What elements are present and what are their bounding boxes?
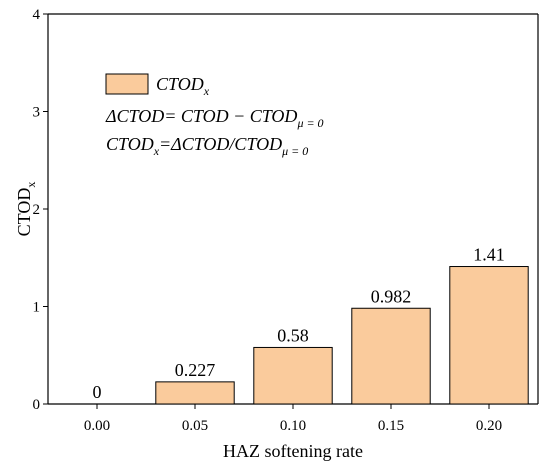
data-label-1: 0.227 [175,360,216,380]
bar-1 [155,381,235,405]
y-axis-title: CTODx [14,182,38,237]
data-labels-group: 0 0.227 0.58 0.982 1.41 [93,245,505,402]
bar-3 [351,307,431,405]
legend-swatch [105,73,149,95]
bar-4 [449,266,529,405]
legend-label-subscript: x [203,84,210,98]
x-tick-label-0: 0.00 [84,418,110,434]
y-tick-label-1: 1 [33,300,41,316]
data-label-3: 0.982 [371,286,412,306]
annotation-ctod-x-mu-subscript: μ = 0 [281,144,308,158]
annotation-delta-ctod-subscript: μ = 0 [296,116,323,130]
x-tick-label-3: 0.15 [378,418,404,434]
annotation-ctod-x-expression: =ΔCTOD/CTOD [159,134,282,154]
bar-2 [253,346,333,405]
x-tick-label-1: 0.05 [182,418,208,434]
data-label-2: 0.58 [277,325,309,345]
y-tick-label-2: 2 [33,202,41,218]
x-ticks-group: 0.00 0.05 0.10 0.15 0.20 [84,404,502,434]
x-axis-title: HAZ softening rate [223,441,363,461]
x-tick-label-2: 0.10 [280,418,306,434]
annotation-ctod-x: CTODx=ΔCTOD/CTODμ = 0 [106,134,308,158]
data-label-0: 0 [93,382,102,402]
y-tick-label-3: 3 [33,105,41,121]
bars-group [155,266,529,405]
y-tick-label-4: 4 [33,7,41,23]
y-ticks-group: 0 1 2 3 4 [33,7,48,413]
annotation-ctod-x-subscript: x [153,144,160,158]
y-axis-title-subscript: x [24,182,38,188]
data-label-4: 1.41 [473,245,505,265]
y-tick-label-0: 0 [33,397,41,413]
legend-label: CTODx [156,74,210,98]
x-tick-label-4: 0.20 [476,418,502,434]
annotation-delta-ctod: ΔCTOD= CTOD − CTODμ = 0 [105,106,324,130]
